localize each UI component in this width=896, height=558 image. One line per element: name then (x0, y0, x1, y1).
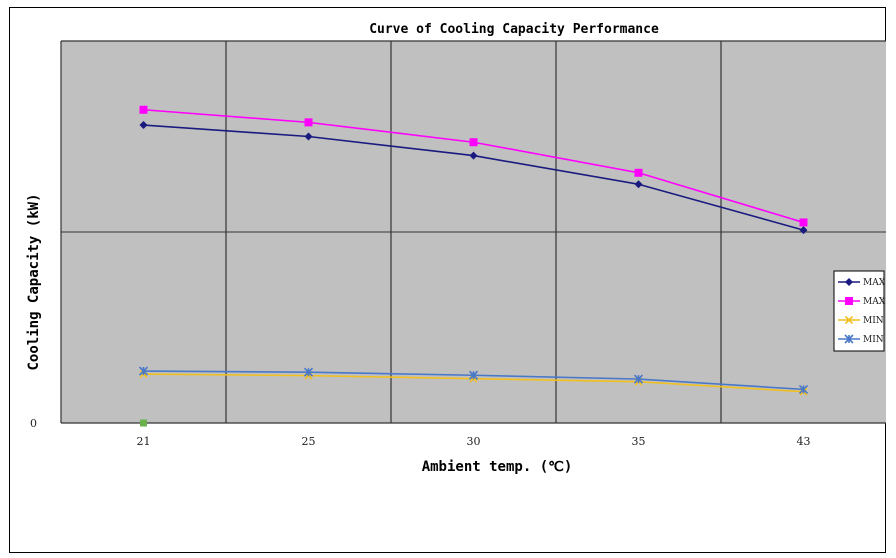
x-tick-labels: 21 25 30 35 43 (137, 435, 811, 448)
legend-box (833, 270, 885, 352)
data-point (304, 132, 313, 141)
data-point (633, 374, 644, 384)
chart-title: Curve of Cooling Capacity Performance (369, 22, 659, 37)
legend: MAX MAX MIN MIN (833, 270, 886, 352)
x-tick-label: 43 (797, 435, 811, 448)
x-tick-label: 30 (467, 435, 481, 448)
data-point (634, 180, 643, 189)
gridlines (60, 40, 886, 424)
legend-label: MIN (863, 316, 884, 326)
data-point (303, 367, 314, 377)
legend-marker (844, 334, 854, 344)
data-point (469, 138, 478, 147)
legend-marker (845, 297, 853, 305)
legend-label: MAX (863, 278, 886, 288)
extra-data-point (140, 419, 147, 427)
data-point (799, 226, 808, 235)
series-0 (139, 121, 808, 235)
data-point (138, 366, 149, 376)
data-point (139, 121, 148, 130)
y-axis-title: Cooling Capacity (kW) (26, 193, 42, 370)
data-point (799, 218, 808, 227)
legend-entry: MIN (838, 334, 884, 345)
y-tick-labels: 0 (30, 417, 37, 430)
x-tick-label: 25 (302, 435, 316, 448)
y-tick-label: 0 (30, 417, 37, 430)
series-1 (139, 105, 808, 227)
legend-marker (844, 315, 854, 325)
legend-label: MAX (863, 297, 886, 307)
x-axis-title: Ambient temp. (℃) (422, 459, 573, 475)
data-point (139, 105, 148, 114)
legend-marker (845, 278, 853, 286)
x-tick-label: 21 (137, 435, 151, 448)
data-point (468, 370, 479, 380)
legend-entry: MIN (838, 315, 884, 326)
series-layer (138, 105, 809, 427)
data-point (634, 168, 643, 177)
data-point (304, 118, 313, 127)
legend-entry: MAX (838, 297, 886, 307)
data-point (798, 384, 809, 394)
series-3 (138, 366, 809, 394)
data-point (469, 151, 478, 160)
x-tick-label: 35 (632, 435, 646, 448)
legend-entry: MAX (838, 278, 886, 288)
legend-label: MIN (863, 335, 884, 345)
